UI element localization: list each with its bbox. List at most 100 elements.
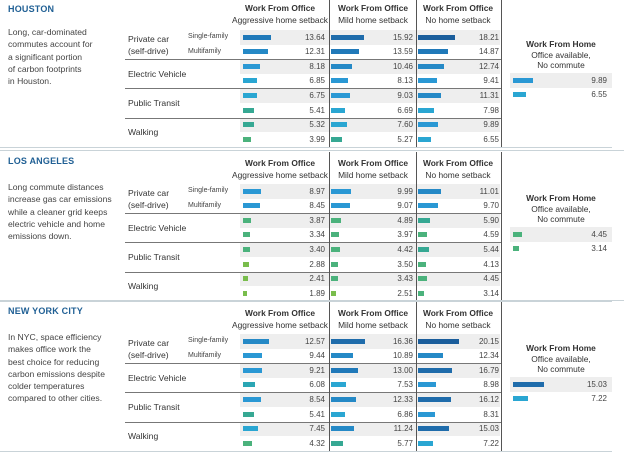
bar <box>418 367 453 373</box>
bar <box>418 426 449 432</box>
city-description: In NYC, space efficiency makes office wor… <box>8 331 105 405</box>
bar <box>331 261 339 267</box>
mode-label: Walking <box>128 430 158 442</box>
mode-label: Private car (self-drive) <box>128 337 169 361</box>
wfh-bar <box>513 246 520 252</box>
city-block: NEW YORK CITY In NYC, space efficiency mak… <box>0 300 624 452</box>
value-label: 9.03 <box>397 90 413 100</box>
bottom-divider <box>0 450 612 452</box>
bar <box>331 188 352 194</box>
bar <box>243 440 252 446</box>
bar <box>418 136 432 142</box>
value-label: 4.42 <box>397 244 413 254</box>
wfh-subtitle: No commute <box>537 60 585 70</box>
bar <box>331 426 355 432</box>
bar <box>243 49 269 55</box>
value-label: 9.21 <box>309 365 325 375</box>
bottom-divider <box>0 146 612 148</box>
mode-label-line: Walking <box>128 281 159 292</box>
value-label: 14.87 <box>478 47 499 57</box>
bottom-divider <box>0 300 612 302</box>
column-subtitle: Mild home setback <box>338 15 408 25</box>
column-subtitle: Mild home setback <box>338 320 408 330</box>
column-title: Work From Office <box>422 308 494 318</box>
city-block: LOS ANGELES Long commute distances increas… <box>0 150 624 302</box>
column-divider <box>416 152 417 301</box>
value-label: 2.51 <box>397 288 413 298</box>
value-label: 20.15 <box>478 336 499 346</box>
city-title: LOS ANGELES <box>8 156 75 166</box>
mode-label: Private car (self-drive) <box>128 33 169 57</box>
value-label: 2.88 <box>309 259 325 269</box>
column-divider <box>416 0 417 147</box>
value-label: 9.70 <box>483 201 499 211</box>
bar <box>418 34 456 40</box>
housing-type-label: Single-family <box>188 33 229 40</box>
city-title: HOUSTON <box>8 4 55 14</box>
value-label: 12.34 <box>478 351 499 361</box>
value-label: 11.24 <box>393 424 413 434</box>
column-header: Work From Office Aggressive home setback <box>230 157 330 181</box>
column-divider <box>329 152 330 301</box>
bar <box>418 261 427 267</box>
wfh-bar <box>513 231 523 237</box>
wfh-bar <box>513 381 544 387</box>
bar <box>418 290 425 296</box>
row-shade <box>240 184 500 199</box>
bar <box>331 396 357 402</box>
wfh-subtitle: Office available, <box>531 49 591 60</box>
column-subtitle: No home setback <box>425 320 491 330</box>
wfh-title: Work From Home <box>526 39 596 49</box>
city-block: HOUSTON Long, car-dominated commutes accou… <box>0 0 624 148</box>
mode-label: Private car (self-drive) <box>128 187 169 211</box>
value-label: 8.45 <box>309 201 325 211</box>
bar <box>418 396 452 402</box>
value-label: 6.86 <box>397 409 413 419</box>
description-line: Long commute distances <box>8 182 104 192</box>
bar <box>331 411 346 417</box>
bar <box>418 203 438 209</box>
bar <box>331 122 347 128</box>
mode-label: Electric Vehicle <box>128 372 186 384</box>
housing-type-label: Single-family <box>188 187 229 194</box>
value-label: 2.41 <box>309 274 325 284</box>
city-description: Long, car-dominated commutes account for a… <box>8 26 93 87</box>
bar <box>418 353 444 359</box>
mode-label: Public Transit <box>128 97 180 109</box>
bar <box>331 440 343 446</box>
bar <box>243 232 250 238</box>
value-label: 15.03 <box>478 424 499 434</box>
mode-label: Electric Vehicle <box>128 68 186 80</box>
wfh-value-label: 15.03 <box>586 379 607 389</box>
value-label: 4.89 <box>397 215 413 225</box>
bar <box>243 107 255 113</box>
bar <box>243 217 251 223</box>
description-line: emissions down. <box>8 231 72 242</box>
wfh-subtitle: Office available, <box>531 353 591 364</box>
bar <box>331 63 353 69</box>
column-title: Work From Office <box>337 158 409 168</box>
column-divider <box>501 152 502 301</box>
bar <box>418 49 449 55</box>
group-divider <box>125 392 501 394</box>
mode-label-line: (self-drive) <box>128 45 169 56</box>
description-line: increase gas car emissions <box>8 194 112 205</box>
value-label: 5.41 <box>309 409 325 419</box>
bar <box>243 136 252 142</box>
bar <box>243 122 254 128</box>
bar <box>331 276 339 282</box>
description-line: a significant portion <box>8 51 83 62</box>
bar <box>331 217 342 223</box>
description-line: In NYC, space efficiency <box>8 332 102 342</box>
housing-type-label: Multifamily <box>188 47 222 55</box>
mode-label: Public Transit <box>128 251 180 263</box>
mode-label-line: Public Transit <box>128 98 180 108</box>
group-divider <box>125 117 501 119</box>
wfh-bar <box>513 77 534 83</box>
value-label: 6.69 <box>397 105 413 115</box>
mode-label-line: Private car <box>128 33 170 44</box>
column-title: Work From Office <box>422 3 494 13</box>
column-title: Work From Office <box>422 158 494 168</box>
wfh-value-label: 4.45 <box>591 229 607 239</box>
row-shade <box>240 271 500 287</box>
